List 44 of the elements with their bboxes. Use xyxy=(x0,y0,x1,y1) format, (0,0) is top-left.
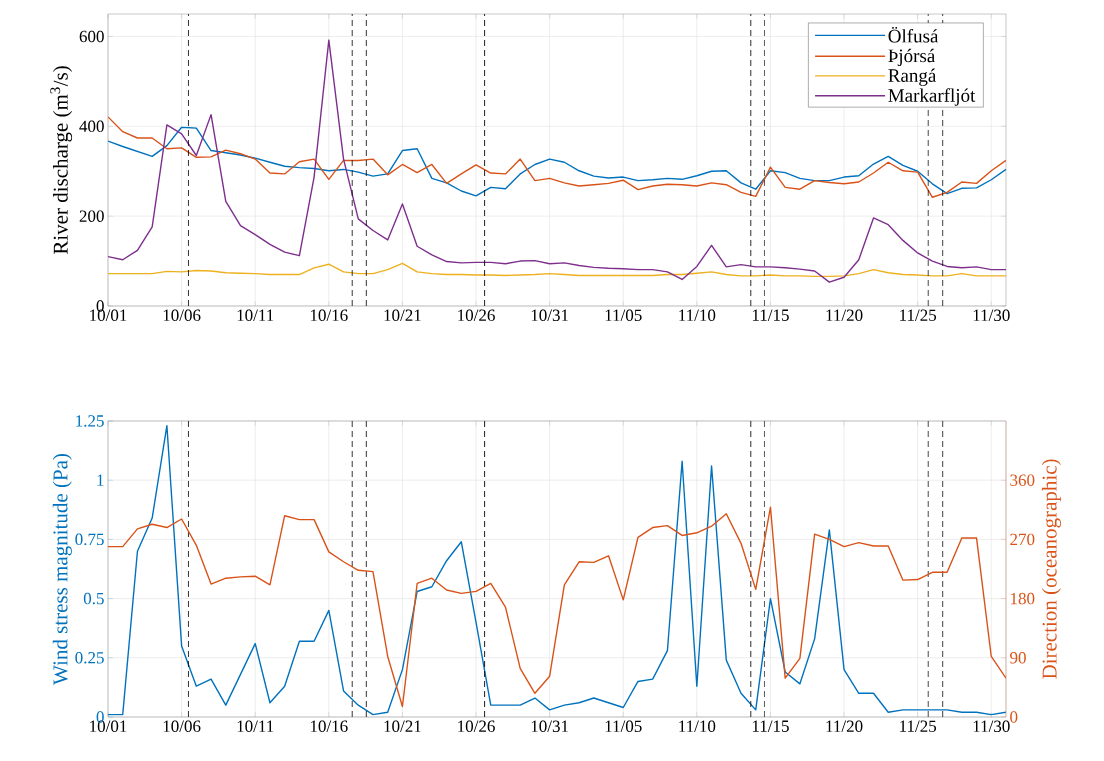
x-tick-label: 10/06 xyxy=(163,720,201,732)
x-tick-label: 10/16 xyxy=(310,720,348,732)
x-tick-label: 10/11 xyxy=(237,309,274,321)
x-tick-label: 11/05 xyxy=(605,720,642,732)
legend-label: Þjórsá xyxy=(888,48,936,67)
y-tick-label: 200 xyxy=(79,210,104,222)
legend-label: Rangá xyxy=(888,68,937,86)
legend-label: Markarfljót xyxy=(888,88,976,106)
x-tick-label: 11/20 xyxy=(826,309,863,321)
y-tick-label: 1.25 xyxy=(76,415,104,427)
x-tick-label: 11/15 xyxy=(752,720,789,732)
x-tick-label: 10/06 xyxy=(163,309,201,321)
x-tick-label: 11/25 xyxy=(900,720,937,732)
x-tick-label: 10/11 xyxy=(237,720,274,732)
y2-tick-label: 0 xyxy=(1010,711,1018,723)
x-tick-label: 10/21 xyxy=(384,309,421,321)
y-tick-label: 1 xyxy=(97,474,104,486)
y-tick-label: 0.5 xyxy=(83,592,104,605)
x-tick-label: 11/10 xyxy=(679,720,716,732)
y-axis-title: Wind stress magnitude (Pa) xyxy=(52,453,72,685)
y-axis-title: River discharge (m$^{3}$/s) xyxy=(50,66,73,255)
y-tick-label: 0.75 xyxy=(75,533,104,546)
x-tick-label: 10/26 xyxy=(458,309,495,321)
x-tick-label: 11/20 xyxy=(826,720,863,732)
x-tick-label: 10/31 xyxy=(531,720,568,732)
legend-label: Ölfusá xyxy=(888,26,939,43)
x-tick-label: 11/25 xyxy=(900,309,937,321)
x-tick-label: 11/30 xyxy=(973,720,1010,732)
y2-tick-label: 270 xyxy=(1010,533,1035,546)
y2-tick-label: 90 xyxy=(1010,652,1026,664)
x-tick-label: 11/10 xyxy=(679,309,716,321)
x-tick-label: 10/31 xyxy=(531,309,568,321)
x-tick-label: 11/30 xyxy=(973,309,1010,321)
x-tick-label: 10/21 xyxy=(384,720,421,732)
x-tick-label: 11/05 xyxy=(605,309,642,321)
y-tick-label: 400 xyxy=(79,120,104,133)
y-tick-label: 0.25 xyxy=(75,652,104,664)
y-tick-label: 600 xyxy=(79,30,104,43)
y2-tick-label: 360 xyxy=(1010,474,1035,486)
x-tick-label: 11/15 xyxy=(752,309,789,321)
y2-axis-title: Direction (oceanographic) xyxy=(1041,459,1061,679)
y2-tick-label: 180 xyxy=(1011,592,1035,605)
x-tick-label: 10/26 xyxy=(458,720,495,732)
x-tick-label: 10/16 xyxy=(310,309,348,321)
